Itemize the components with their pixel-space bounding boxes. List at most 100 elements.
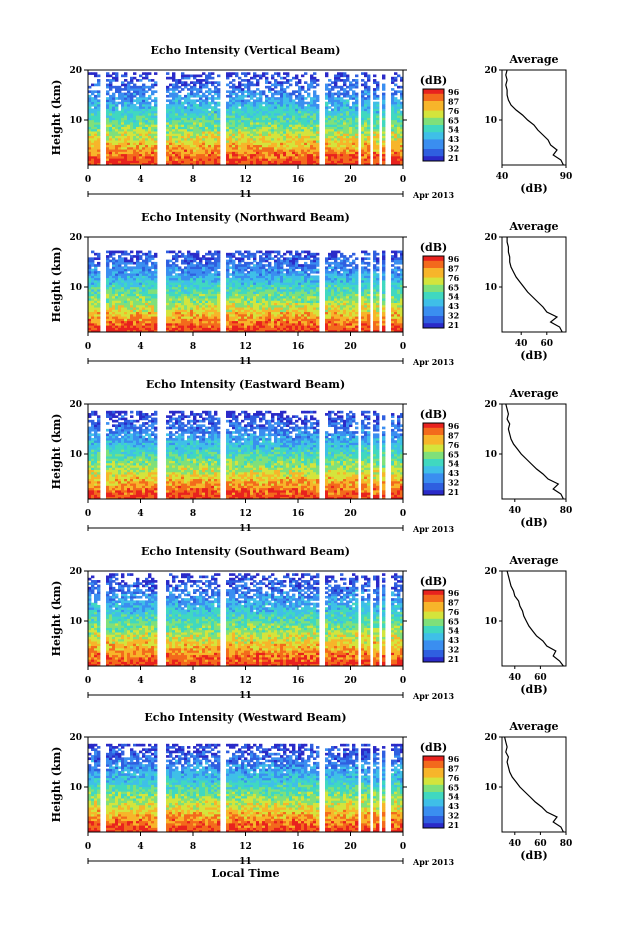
colorbar-segment: [423, 146, 444, 150]
heatmap-cell: [235, 279, 239, 283]
heatmap-cell: [106, 273, 110, 276]
heatmap-cell: [118, 270, 122, 274]
heatmap-cell: [139, 293, 143, 297]
heatmap-cell: [136, 90, 140, 94]
heatmap-cell: [256, 273, 260, 276]
heatmap-cell: [352, 106, 356, 109]
heatmap-cell: [286, 97, 290, 100]
heatmap-cell: [169, 99, 173, 103]
heatmap-cell: [211, 279, 215, 283]
heatmap-cell: [184, 257, 188, 261]
heatmap-cell: [121, 325, 125, 328]
heatmap-cell: [211, 264, 215, 267]
heatmap-cell: [127, 162, 131, 166]
heatmap-cell: [229, 135, 233, 139]
heatmap-cell: [253, 137, 257, 141]
heatmap-cell: [136, 112, 140, 116]
heatmap-cell: [292, 76, 296, 80]
heatmap-cell: [394, 79, 398, 82]
heatmap-cell: [262, 119, 266, 123]
heatmap-cell: [346, 94, 350, 98]
heatmap-cell: [151, 155, 155, 159]
heatmap-cell: [106, 329, 110, 333]
heatmap-cell: [133, 261, 137, 265]
heatmap-cell: [187, 162, 191, 166]
heatmap-cell: [133, 318, 137, 322]
heatmap-cell: [193, 133, 197, 136]
heatmap-cell: [376, 142, 380, 146]
heatmap-cell: [244, 144, 248, 148]
heatmap-cell: [169, 264, 173, 267]
heatmap-cell: [214, 316, 218, 319]
heatmap-cell: [178, 311, 182, 315]
heatmap-cell: [262, 155, 266, 159]
heatmap-cell: [190, 126, 194, 130]
heatmap-cell: [235, 273, 239, 276]
heatmap-cell: [91, 133, 95, 136]
heatmap-cell: [127, 309, 131, 313]
heatmap-cell: [247, 300, 251, 303]
heatmap-cell: [127, 106, 131, 109]
heatmap-cell: [352, 131, 356, 134]
heatmap-cell: [280, 108, 284, 112]
heatmap-cell: [202, 293, 206, 297]
heatmap-cell: [121, 126, 125, 130]
heatmap-cell: [262, 153, 266, 157]
heatmap-cell: [226, 103, 230, 107]
heatmap-cell: [124, 119, 128, 123]
heatmap-cell: [109, 295, 113, 299]
heatmap-cell: [376, 144, 380, 148]
heatmap-cell: [145, 291, 149, 294]
heatmap-cell: [88, 72, 92, 75]
heatmap-cell: [178, 322, 182, 326]
heatmap-cell: [154, 275, 158, 279]
heatmap-cell: [148, 158, 152, 161]
heatmap-cell: [97, 115, 101, 118]
panel-northward: Echo Intensity (Northward Beam)2010Heigh…: [50, 211, 567, 367]
heatmap-cell: [142, 302, 146, 306]
heatmap-cell: [241, 264, 245, 267]
heatmap-cell: [181, 286, 185, 290]
heatmap-cell: [235, 282, 239, 285]
heatmap-cell: [328, 88, 332, 91]
heatmap-cell: [256, 133, 260, 136]
heatmap-cell: [148, 270, 152, 274]
heatmap-cell: [397, 103, 401, 107]
heatmap-cell: [193, 122, 197, 125]
heatmap-cell: [247, 112, 251, 116]
heatmap-cell: [229, 279, 233, 283]
heatmap-cell: [373, 103, 377, 107]
heatmap-cell: [145, 99, 149, 103]
heatmap-cell: [262, 72, 266, 75]
heatmap-cell: [292, 92, 296, 96]
heatmap-cell: [97, 133, 101, 136]
heatmap-cell: [226, 282, 230, 285]
heatmap-cell: [217, 316, 221, 319]
heatmap-cell: [247, 140, 251, 143]
heatmap-cell: [88, 316, 92, 319]
heatmap-cell: [307, 140, 311, 143]
heatmap-cell: [208, 302, 212, 306]
heatmap-cell: [250, 302, 254, 306]
heatmap-cell: [88, 140, 92, 143]
heatmap-cell: [238, 88, 242, 91]
heatmap-cell: [241, 142, 245, 146]
heatmap-cell: [115, 250, 119, 254]
heatmap-cell: [277, 137, 281, 141]
heatmap-cell: [316, 124, 320, 127]
heatmap-cell: [328, 110, 332, 114]
heatmap-cell: [214, 322, 218, 326]
heatmap-cell: [397, 133, 401, 136]
heatmap-cell: [124, 94, 128, 98]
heatmap-cell: [139, 79, 143, 82]
heatmap-cell: [154, 144, 158, 148]
heatmap-cell: [130, 79, 134, 82]
heatmap-cell: [199, 131, 203, 134]
heatmap-cell: [232, 126, 236, 130]
heatmap-cell: [181, 88, 185, 91]
heatmap-cell: [154, 268, 158, 272]
heatmap-cell: [166, 131, 170, 134]
heatmap-cell: [97, 307, 101, 310]
heatmap-cell: [367, 144, 371, 148]
heatmap-cell: [253, 90, 257, 94]
